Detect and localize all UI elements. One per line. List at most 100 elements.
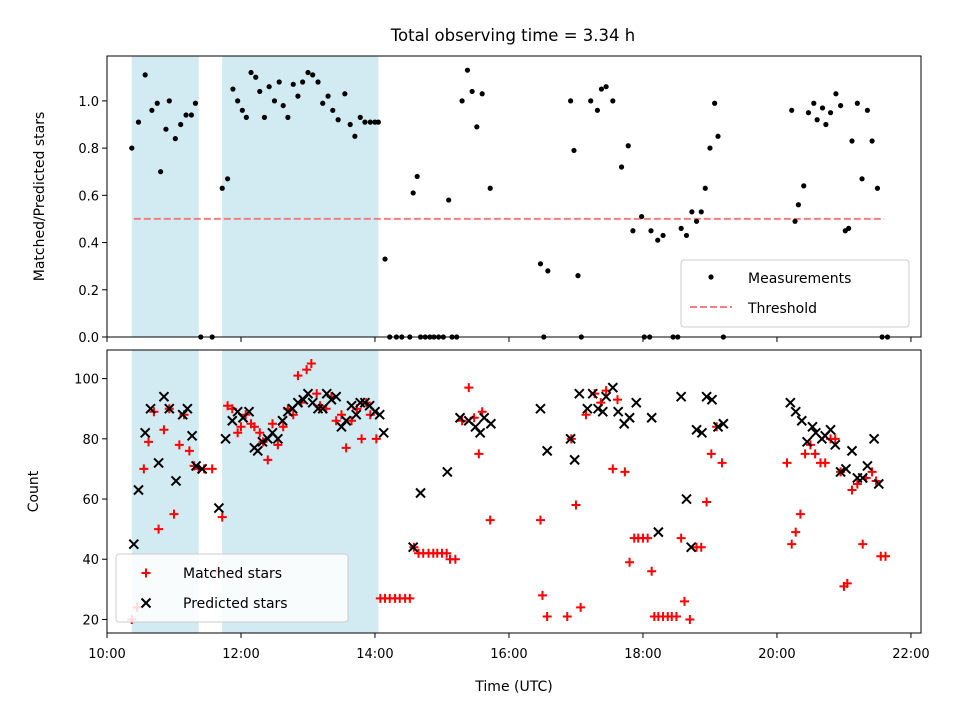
predicted-star-point — [701, 391, 712, 402]
matched-star-point — [880, 551, 890, 561]
measurement-point — [192, 100, 199, 106]
matched-star-point — [696, 542, 706, 552]
measurement-point — [290, 81, 296, 87]
predicted-star-point — [182, 403, 193, 414]
y-tick-label: 0.8 — [78, 142, 99, 157]
measurement-point — [618, 164, 625, 170]
predicted-star-point — [840, 463, 852, 475]
measurement-point — [352, 133, 358, 139]
matched-star-point — [485, 515, 495, 525]
x-tick-label: 18:00 — [624, 647, 661, 662]
predicted-star-point — [164, 403, 175, 414]
y-tick-label: 100 — [74, 373, 99, 388]
measurement-point — [188, 112, 195, 118]
matched-star-point — [787, 539, 797, 549]
matched-star-point — [581, 410, 591, 420]
measurement-point — [219, 185, 225, 191]
predicted-star-point — [712, 421, 724, 432]
predicted-star-point — [326, 394, 337, 405]
predicted-star-point — [485, 418, 497, 429]
series-predicted-stars — [128, 382, 885, 553]
measurement-point — [178, 121, 184, 128]
predicted-star-point — [541, 445, 553, 457]
predicted-star-point — [190, 460, 202, 472]
legend-threshold-label: Threshold — [747, 301, 817, 317]
legend-measurements-label: Measurements — [748, 271, 851, 287]
measurement-point — [248, 69, 254, 76]
matched-star-point — [174, 440, 184, 450]
matched-star-point — [608, 464, 618, 474]
matched-star-point — [357, 434, 367, 444]
measurement-point — [789, 107, 795, 113]
measurement-point — [859, 176, 865, 182]
measurement-point — [414, 173, 420, 180]
legend-box — [680, 259, 910, 328]
y-axis-label: Count — [26, 470, 42, 512]
matched-star-point — [405, 593, 415, 603]
predicted-star-point — [600, 391, 612, 402]
predicted-star-point — [139, 427, 151, 439]
predicted-star-point — [825, 424, 836, 435]
matched-star-point — [154, 524, 164, 534]
matched-star-point — [810, 449, 820, 459]
measurement-point — [575, 273, 581, 279]
measurement-point — [702, 185, 708, 191]
measurement-point — [235, 98, 241, 104]
y-tick-label: 0.4 — [78, 237, 99, 252]
matched-star-point — [474, 449, 484, 459]
y-tick-label: 40 — [82, 553, 99, 568]
measurement-point — [610, 98, 616, 104]
measurement-point — [792, 218, 798, 224]
matched-star-point — [820, 458, 830, 468]
predicted-star-point — [257, 436, 268, 448]
matched-star-point — [347, 416, 357, 426]
matched-star-point — [450, 554, 460, 564]
measurement-point — [172, 136, 178, 142]
measurement-point — [849, 138, 855, 144]
measurement-point — [874, 185, 881, 191]
measurement-point — [707, 145, 713, 151]
x-tick-label: 14:00 — [356, 647, 393, 662]
matched-star-point — [542, 611, 552, 621]
measurement-point — [410, 190, 416, 196]
matched-star-point — [217, 512, 227, 522]
measurement-point — [276, 79, 282, 85]
predicted-star-point — [227, 415, 238, 426]
measurement-point — [266, 84, 272, 90]
matched-star-point — [842, 578, 852, 588]
predicted-star-point — [696, 427, 708, 439]
predicted-star-point — [317, 403, 328, 414]
measurement-point — [154, 100, 160, 106]
measurement-point — [864, 107, 871, 113]
matched-star-point — [302, 365, 312, 375]
legend-matched-marker — [141, 568, 151, 578]
measurement-point — [833, 91, 839, 97]
measurement-point — [598, 86, 605, 92]
predicted-star-point — [330, 391, 342, 402]
measurement-point — [300, 79, 306, 85]
matched-star-point — [263, 455, 273, 465]
predicted-star-point — [535, 403, 546, 414]
predicted-star-point — [340, 415, 352, 426]
measurement-point — [280, 102, 286, 109]
predicted-star-point — [158, 391, 170, 402]
measurement-point — [588, 98, 594, 104]
matched-star-point — [278, 422, 288, 432]
matched-star-point — [223, 401, 233, 411]
matched-star-point — [267, 419, 277, 429]
matched-star-point — [139, 464, 149, 474]
measurement-point — [325, 93, 331, 99]
measurement-point — [474, 124, 480, 130]
measurement-point — [375, 119, 381, 125]
series-measurements — [129, 67, 891, 340]
matched-star-point — [207, 464, 217, 474]
y-tick-label: 0.0 — [78, 331, 99, 346]
y-tick-label: 60 — [82, 493, 99, 508]
predicted-star-point — [681, 493, 692, 505]
matched-star-point — [620, 467, 630, 477]
measurement-point — [464, 67, 471, 73]
matched-star-point — [159, 425, 169, 435]
predicted-star-point — [302, 388, 314, 399]
predicted-star-point — [873, 478, 885, 490]
predicted-star-point — [170, 475, 182, 487]
